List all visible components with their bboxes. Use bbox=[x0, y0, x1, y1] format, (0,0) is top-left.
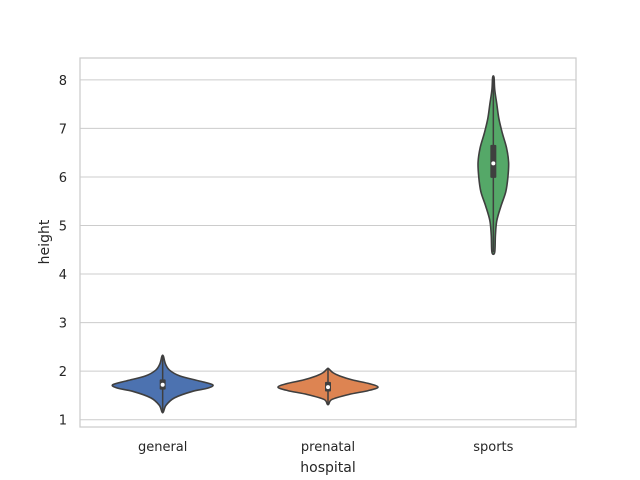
x-axis-label: hospital bbox=[300, 460, 355, 476]
violin-median-general bbox=[160, 382, 165, 387]
violin-median-prenatal bbox=[326, 385, 330, 390]
y-tick-label: 3 bbox=[59, 317, 67, 332]
y-tick-label: 5 bbox=[59, 220, 67, 235]
x-tick-label: prenatal bbox=[301, 440, 355, 455]
x-tick-label: general bbox=[138, 440, 187, 455]
y-tick-label: 4 bbox=[59, 268, 67, 283]
y-tick-label: 1 bbox=[59, 414, 67, 429]
y-tick-label: 6 bbox=[59, 171, 67, 186]
y-tick-label: 8 bbox=[59, 74, 67, 89]
violins bbox=[111, 75, 510, 414]
violin-median-sports bbox=[491, 161, 496, 166]
y-axis-label: height bbox=[37, 219, 53, 264]
x-tick-label: sports bbox=[473, 440, 513, 455]
y-tick-labels: 1 2 3 4 5 6 7 8 bbox=[59, 74, 67, 429]
x-tick-labels: general prenatal sports bbox=[138, 440, 514, 455]
y-tick-label: 7 bbox=[59, 122, 67, 137]
plot-frame bbox=[79, 57, 577, 428]
y-tick-label: 2 bbox=[59, 365, 67, 380]
